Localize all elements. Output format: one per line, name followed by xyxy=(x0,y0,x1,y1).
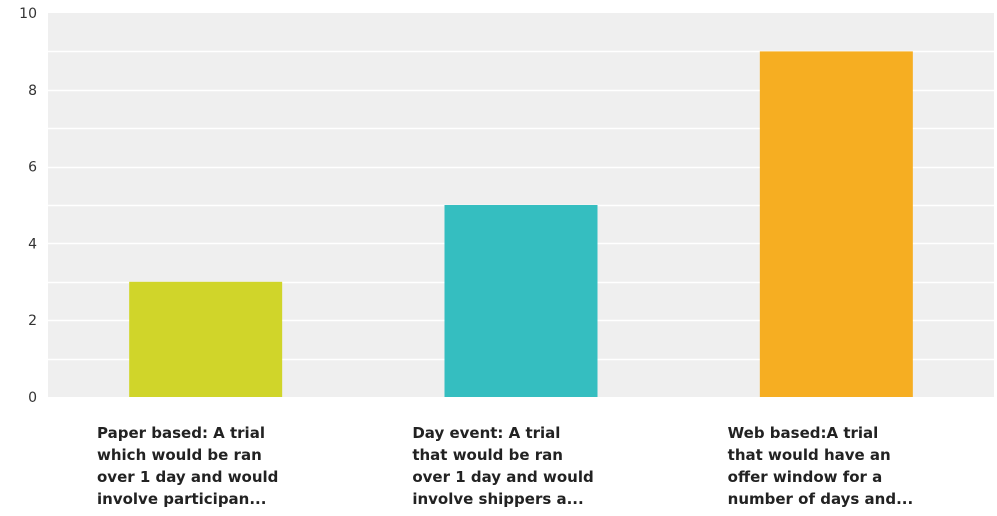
y-tick-label: 10 xyxy=(19,6,37,22)
y-axis: 0 2 4 6 8 10 xyxy=(19,6,37,406)
y-tick-label: 8 xyxy=(28,83,37,99)
x-category-label: Web based:A trial that would have an offer… xyxy=(728,424,914,508)
x-category-label: Day event: A trial that would be ran over … xyxy=(412,424,593,508)
bars xyxy=(129,51,913,398)
x-category-label: Paper based: A trial which would be ran ov… xyxy=(97,424,278,508)
y-tick-label: 4 xyxy=(28,236,37,252)
y-tick-label: 0 xyxy=(28,390,37,406)
bar xyxy=(129,281,283,397)
y-tick-label: 6 xyxy=(28,160,37,176)
bar xyxy=(759,51,913,398)
x-axis-labels: Paper based: A trial which would be ran ov… xyxy=(97,424,913,508)
y-tick-label: 2 xyxy=(28,313,37,329)
bar xyxy=(444,205,598,397)
